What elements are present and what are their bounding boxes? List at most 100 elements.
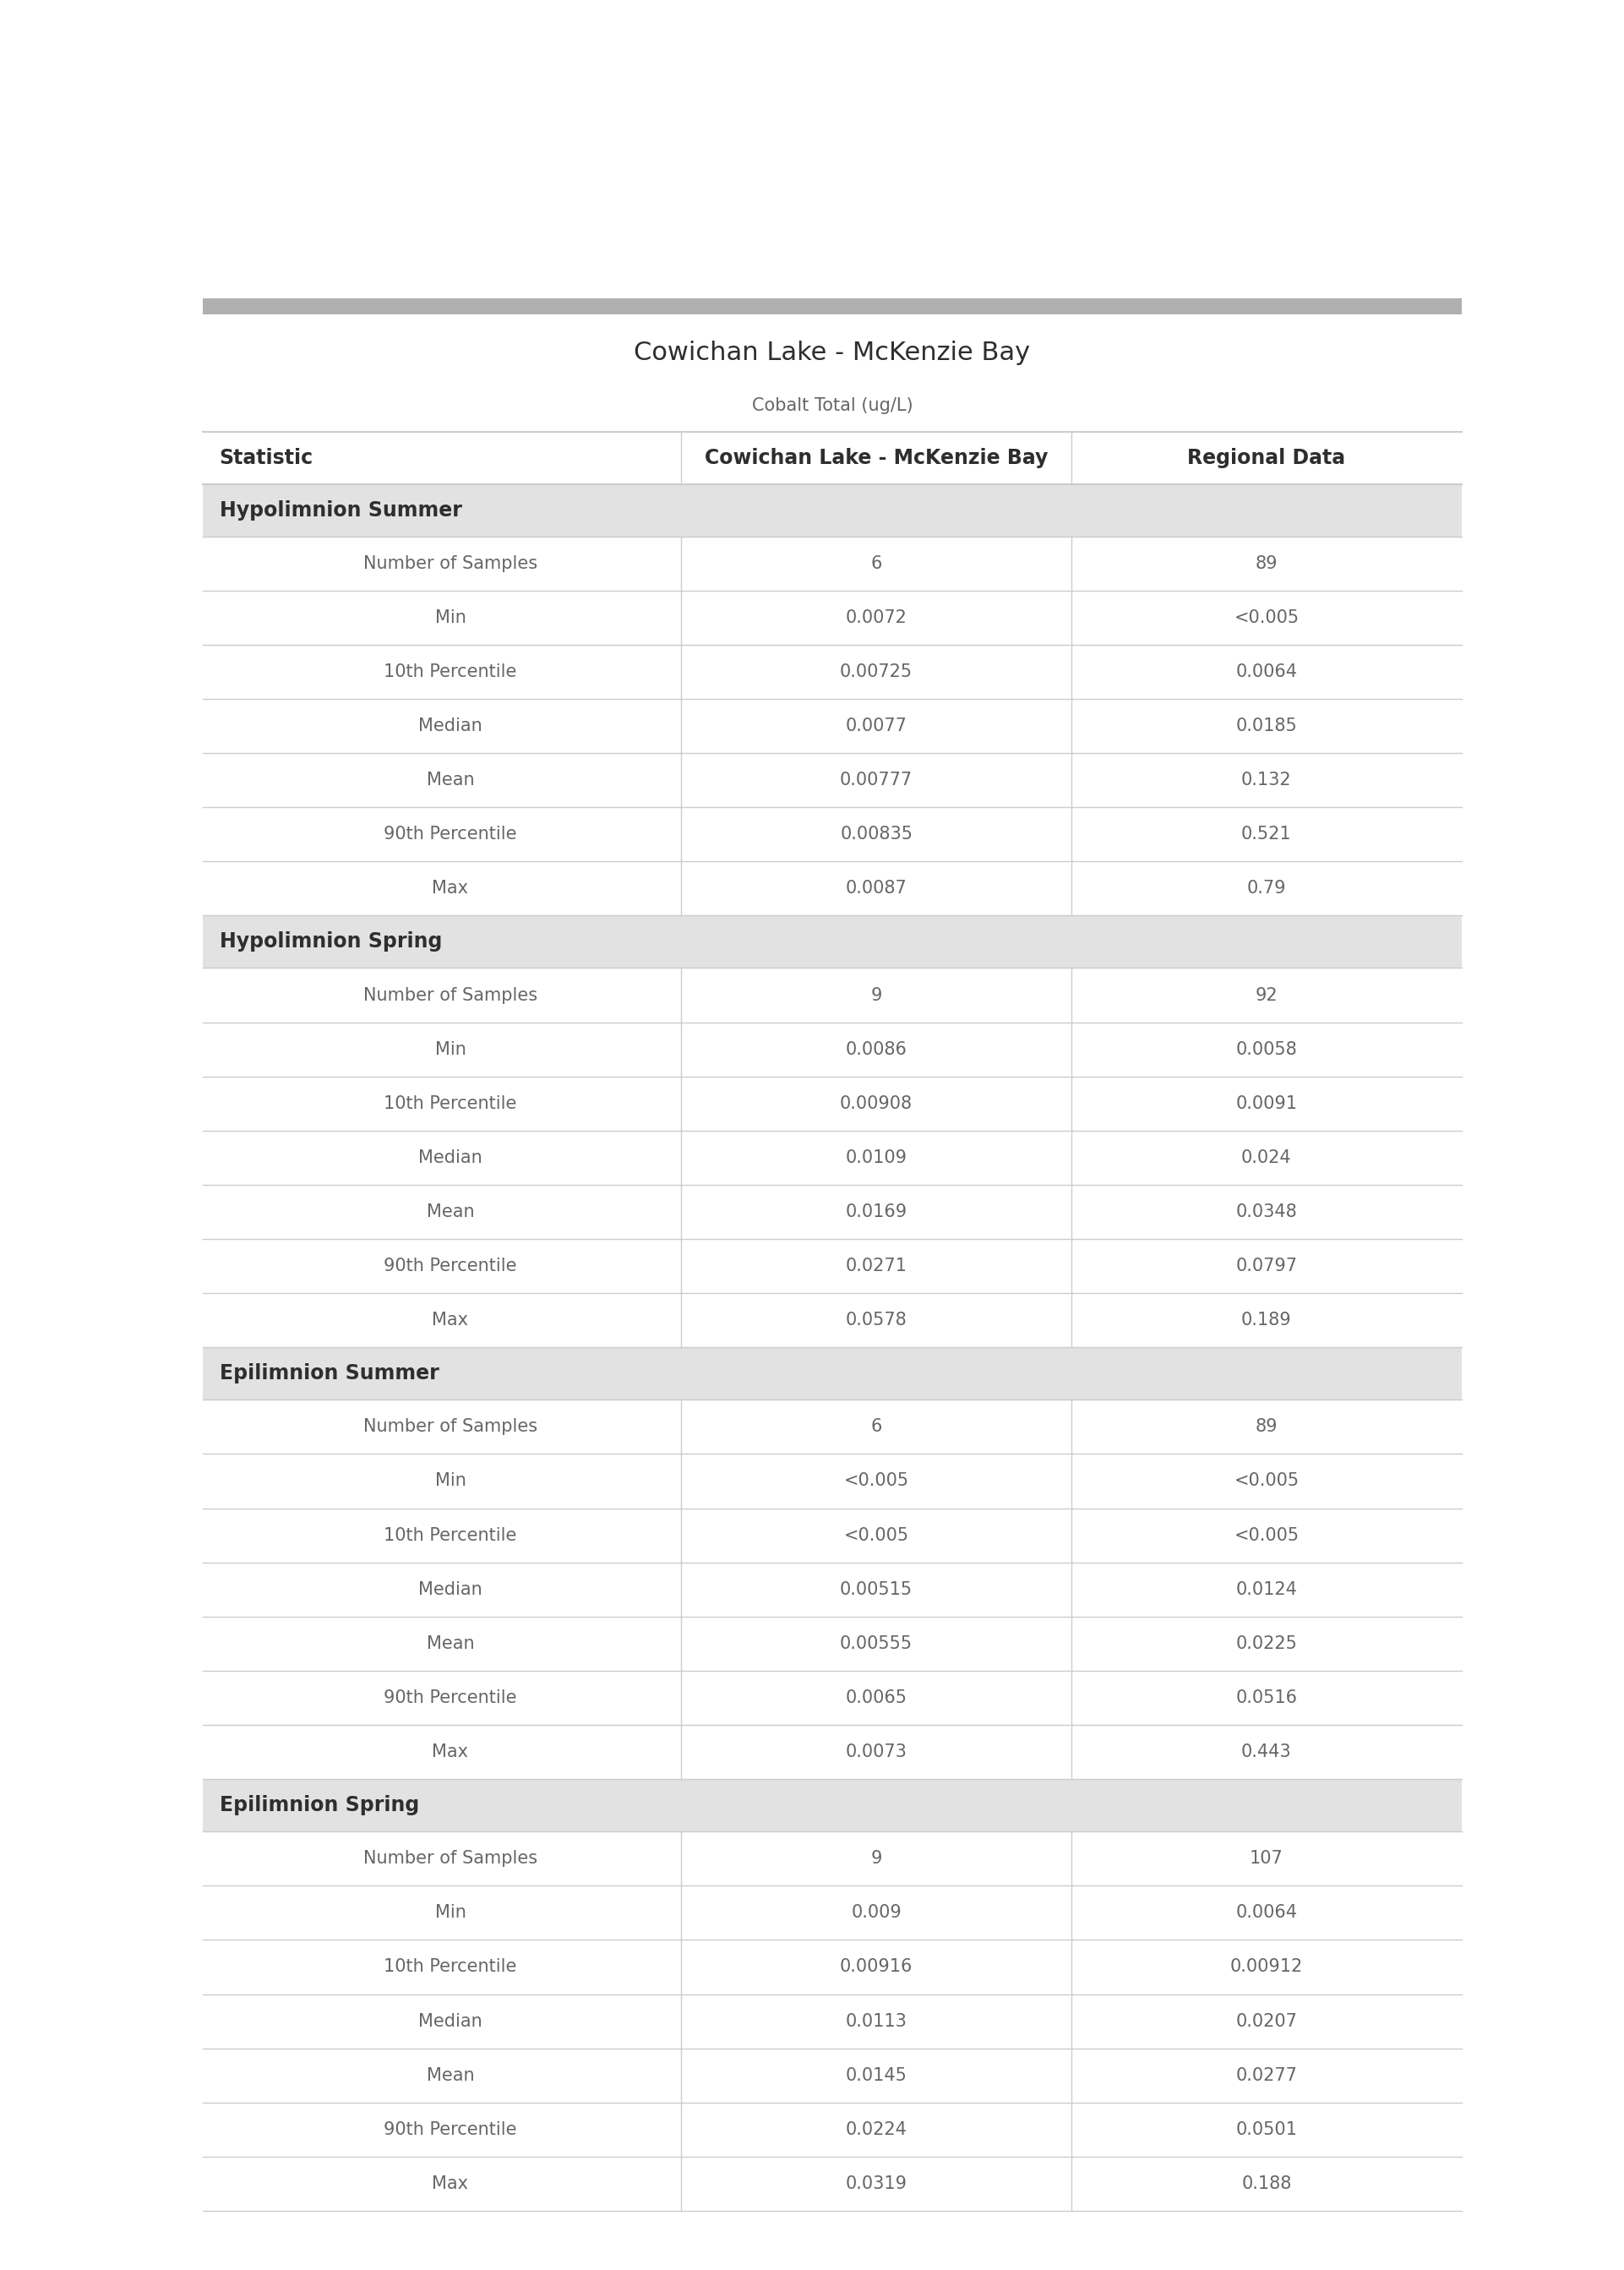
Bar [203, 1507, 1462, 1562]
Text: 0.521: 0.521 [1241, 826, 1291, 842]
Bar [203, 645, 1462, 699]
Text: 10th Percentile: 10th Percentile [383, 1959, 516, 1975]
Text: Cowichan Lake - McKenzie Bay: Cowichan Lake - McKenzie Bay [705, 447, 1047, 468]
Bar [203, 1993, 1462, 2048]
Bar [203, 1780, 1462, 1832]
Text: Number of Samples: Number of Samples [364, 554, 538, 572]
Bar [203, 1832, 1462, 1886]
Text: 0.024: 0.024 [1241, 1149, 1291, 1167]
Bar [203, 1239, 1462, 1294]
Text: Number of Samples: Number of Samples [364, 987, 538, 1003]
Text: <0.005: <0.005 [844, 1528, 909, 1544]
Text: 10th Percentile: 10th Percentile [383, 1528, 516, 1544]
Text: Max: Max [432, 881, 468, 897]
Text: Median: Median [419, 1580, 482, 1598]
Text: 0.0091: 0.0091 [1236, 1094, 1298, 1112]
Text: 0.0348: 0.0348 [1236, 1203, 1298, 1221]
Bar [203, 1455, 1462, 1507]
Bar [203, 1725, 1462, 1780]
Text: Max: Max [432, 1312, 468, 1328]
Bar [203, 915, 1462, 967]
Text: Epilimnion Spring: Epilimnion Spring [219, 1796, 419, 1816]
Text: 0.0271: 0.0271 [846, 1258, 908, 1273]
Text: Hypolimnion Spring: Hypolimnion Spring [219, 931, 442, 951]
Text: 0.0065: 0.0065 [846, 1689, 908, 1707]
Bar [203, 967, 1462, 1021]
Text: 0.0077: 0.0077 [846, 717, 908, 735]
Bar [203, 1076, 1462, 1130]
Bar [203, 1130, 1462, 1185]
Text: <0.005: <0.005 [1234, 608, 1299, 627]
Bar [203, 2102, 1462, 2157]
Text: 0.0124: 0.0124 [1236, 1580, 1298, 1598]
Bar [203, 754, 1462, 808]
Text: Mean: Mean [427, 1634, 474, 1653]
Text: Median: Median [419, 717, 482, 735]
Text: 0.79: 0.79 [1247, 881, 1286, 897]
Text: 89: 89 [1255, 554, 1278, 572]
Text: 0.0073: 0.0073 [846, 1743, 908, 1762]
Text: 0.00555: 0.00555 [840, 1634, 913, 1653]
Bar [203, 484, 1462, 536]
Text: Cobalt Total (ug/L): Cobalt Total (ug/L) [752, 397, 913, 413]
Text: 0.0113: 0.0113 [846, 2013, 908, 2029]
Text: Cowichan Lake - McKenzie Bay: Cowichan Lake - McKenzie Bay [633, 340, 1031, 365]
Text: 0.188: 0.188 [1241, 2175, 1291, 2193]
Text: 0.0225: 0.0225 [1236, 1634, 1298, 1653]
Text: 0.0086: 0.0086 [846, 1042, 908, 1058]
Bar [203, 699, 1462, 754]
Bar [203, 1185, 1462, 1239]
Text: 0.0277: 0.0277 [1236, 2068, 1298, 2084]
Bar [203, 431, 1462, 484]
Text: <0.005: <0.005 [1234, 1528, 1299, 1544]
Text: Max: Max [432, 2175, 468, 2193]
Bar [203, 1294, 1462, 1348]
Text: 9: 9 [870, 987, 882, 1003]
Text: 0.0064: 0.0064 [1236, 663, 1298, 681]
Bar [203, 1671, 1462, 1725]
Text: Mean: Mean [427, 2068, 474, 2084]
Text: Hypolimnion Summer: Hypolimnion Summer [219, 499, 461, 520]
Text: 0.00835: 0.00835 [840, 826, 913, 842]
Text: 0.00515: 0.00515 [840, 1580, 913, 1598]
Text: 0.0797: 0.0797 [1236, 1258, 1298, 1273]
Text: Min: Min [435, 1042, 466, 1058]
Text: 90th Percentile: 90th Percentile [383, 826, 516, 842]
Text: 0.009: 0.009 [851, 1905, 901, 1920]
Text: Number of Samples: Number of Samples [364, 1850, 538, 1866]
Text: Mean: Mean [427, 1203, 474, 1221]
Text: 0.0516: 0.0516 [1236, 1689, 1298, 1707]
Text: Min: Min [435, 1473, 466, 1489]
Text: 10th Percentile: 10th Percentile [383, 663, 516, 681]
Text: 90th Percentile: 90th Percentile [383, 2120, 516, 2138]
Text: 6: 6 [870, 554, 882, 572]
Text: 10th Percentile: 10th Percentile [383, 1094, 516, 1112]
Text: 90th Percentile: 90th Percentile [383, 1689, 516, 1707]
Bar [203, 2048, 1462, 2102]
Text: 0.0224: 0.0224 [846, 2120, 908, 2138]
Text: 0.00777: 0.00777 [840, 772, 913, 788]
Text: Min: Min [435, 608, 466, 627]
Bar [203, 808, 1462, 860]
Text: Number of Samples: Number of Samples [364, 1419, 538, 1435]
Text: 0.0058: 0.0058 [1236, 1042, 1298, 1058]
Bar [203, 1941, 1462, 1993]
Bar [203, 1886, 1462, 1941]
Text: <0.005: <0.005 [844, 1473, 909, 1489]
Text: Mean: Mean [427, 772, 474, 788]
Text: 0.0169: 0.0169 [846, 1203, 908, 1221]
Text: 0.189: 0.189 [1241, 1312, 1291, 1328]
Text: 0.0185: 0.0185 [1236, 717, 1298, 735]
Text: 0.0087: 0.0087 [846, 881, 908, 897]
Text: Median: Median [419, 2013, 482, 2029]
Text: 0.0319: 0.0319 [846, 2175, 908, 2193]
Text: Regional Data: Regional Data [1187, 447, 1346, 468]
Text: 0.0578: 0.0578 [846, 1312, 908, 1328]
Text: 90th Percentile: 90th Percentile [383, 1258, 516, 1273]
Bar [203, 590, 1462, 645]
Bar [203, 2156, 1462, 2211]
Bar [203, 1401, 1462, 1455]
Bar [203, 536, 1462, 590]
Text: 0.00916: 0.00916 [840, 1959, 913, 1975]
Text: 0.0145: 0.0145 [846, 2068, 908, 2084]
